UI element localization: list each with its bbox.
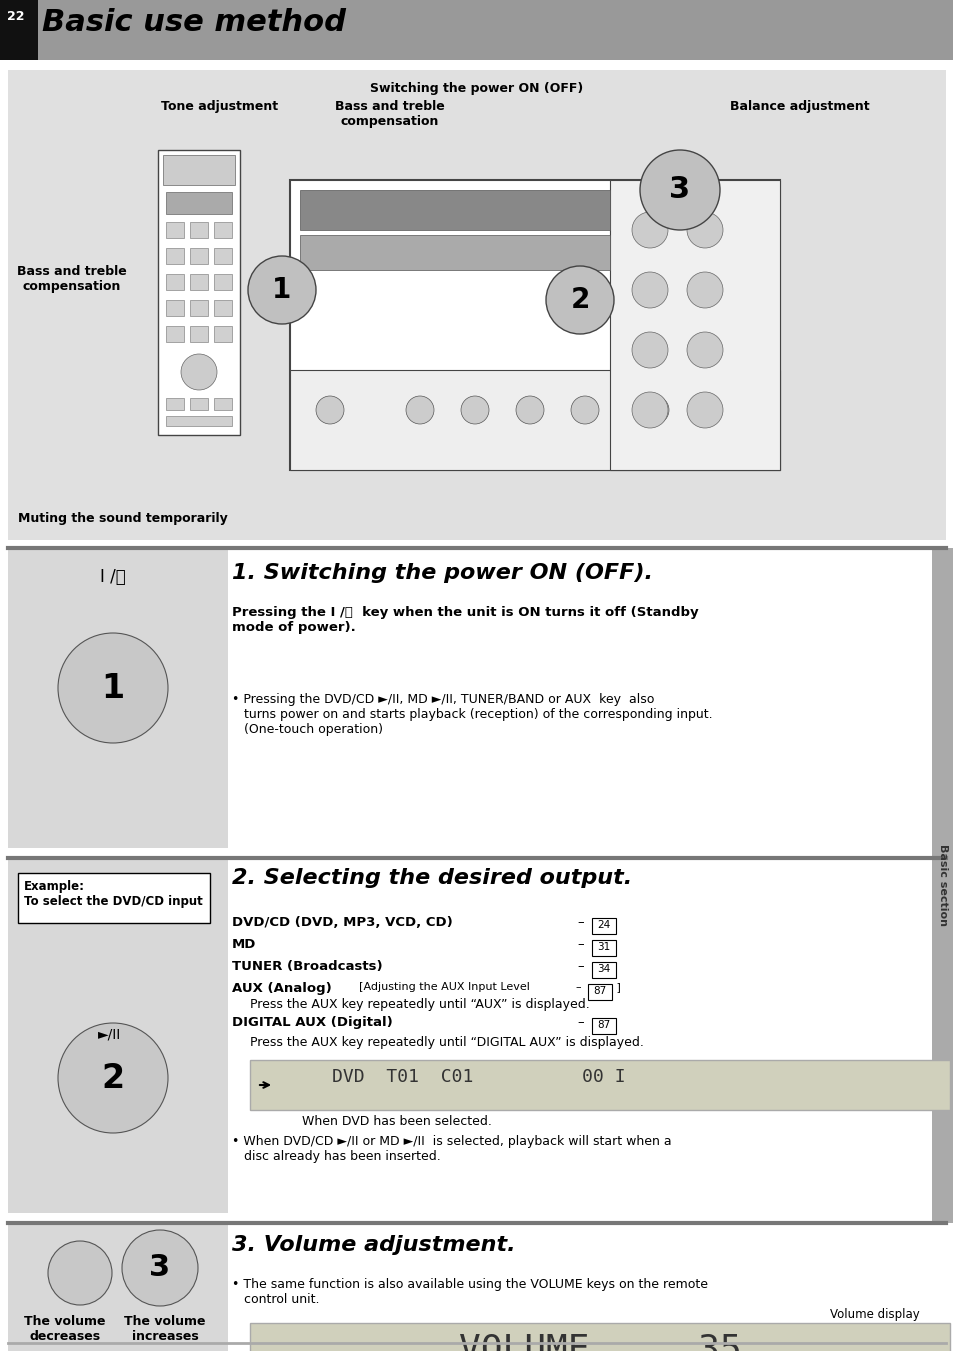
Text: MD: MD [232, 938, 256, 951]
Text: Press the AUX key repeatedly until “AUX” is displayed.: Press the AUX key repeatedly until “AUX”… [250, 998, 589, 1011]
Text: 2: 2 [570, 286, 589, 313]
Text: Switching the power ON (OFF): Switching the power ON (OFF) [370, 82, 583, 95]
Circle shape [58, 1023, 168, 1133]
FancyBboxPatch shape [290, 180, 780, 470]
FancyBboxPatch shape [8, 549, 228, 848]
FancyBboxPatch shape [592, 940, 616, 957]
Text: • When DVD/CD ►/II or MD ►/II  is selected, playback will start when a
   disc a: • When DVD/CD ►/II or MD ►/II is selecte… [232, 1135, 671, 1163]
Text: 1. Switching the power ON (OFF).: 1. Switching the power ON (OFF). [232, 563, 652, 584]
Text: 22: 22 [7, 9, 25, 23]
FancyBboxPatch shape [931, 549, 953, 1223]
Text: The volume
increases: The volume increases [124, 1315, 206, 1343]
FancyBboxPatch shape [166, 300, 184, 316]
Text: • Pressing the DVD/CD ►/II, MD ►/II, TUNER/BAND or AUX  key  also
   turns power: • Pressing the DVD/CD ►/II, MD ►/II, TUN… [232, 693, 712, 736]
Text: ►/II: ►/II [98, 1028, 121, 1042]
Circle shape [640, 396, 668, 424]
Text: 34: 34 [597, 965, 610, 974]
Text: Press the AUX key repeatedly until “DIGITAL AUX” is displayed.: Press the AUX key repeatedly until “DIGI… [250, 1036, 643, 1048]
FancyBboxPatch shape [166, 274, 184, 290]
Text: DVD  T01  C01          00 I: DVD T01 C01 00 I [332, 1069, 625, 1086]
Circle shape [686, 272, 722, 308]
Text: 2. Selecting the desired output.: 2. Selecting the desired output. [232, 867, 632, 888]
FancyBboxPatch shape [290, 370, 780, 470]
FancyBboxPatch shape [592, 962, 616, 978]
Text: Volume display: Volume display [829, 1308, 919, 1321]
FancyBboxPatch shape [213, 249, 232, 263]
Text: –: – [575, 982, 580, 992]
Text: –: – [577, 938, 583, 951]
FancyBboxPatch shape [166, 192, 232, 213]
Circle shape [631, 392, 667, 428]
FancyBboxPatch shape [213, 274, 232, 290]
FancyBboxPatch shape [250, 1061, 949, 1111]
FancyBboxPatch shape [8, 858, 228, 1213]
Circle shape [181, 354, 216, 390]
Text: TUNER (Broadcasts): TUNER (Broadcasts) [232, 961, 382, 973]
Text: 31: 31 [597, 942, 610, 952]
FancyBboxPatch shape [609, 180, 780, 470]
FancyBboxPatch shape [592, 917, 616, 934]
Circle shape [631, 272, 667, 308]
FancyBboxPatch shape [0, 0, 38, 59]
Text: DIGITAL AUX (Digital): DIGITAL AUX (Digital) [232, 1016, 393, 1029]
FancyBboxPatch shape [213, 222, 232, 238]
Text: Muting the sound temporarily: Muting the sound temporarily [18, 512, 228, 526]
Circle shape [631, 332, 667, 367]
FancyBboxPatch shape [213, 399, 232, 409]
FancyBboxPatch shape [190, 300, 208, 316]
FancyBboxPatch shape [166, 222, 184, 238]
FancyBboxPatch shape [166, 326, 184, 342]
FancyBboxPatch shape [8, 1223, 228, 1351]
Text: 87: 87 [597, 1020, 610, 1029]
Text: Bass and treble
compensation: Bass and treble compensation [335, 100, 444, 128]
Text: –: – [577, 961, 583, 973]
Text: Bass and treble
compensation: Bass and treble compensation [17, 265, 127, 293]
Text: –: – [577, 916, 583, 929]
Circle shape [460, 396, 489, 424]
Circle shape [516, 396, 543, 424]
Circle shape [686, 392, 722, 428]
Text: AUX (Analog): AUX (Analog) [232, 982, 332, 994]
Text: 1: 1 [101, 671, 125, 704]
Text: VOLUME     35: VOLUME 35 [458, 1333, 740, 1351]
Text: 87: 87 [593, 986, 606, 996]
Circle shape [248, 255, 315, 324]
Text: Example:
To select the DVD/CD input: Example: To select the DVD/CD input [24, 880, 203, 908]
Text: 3. Volume adjustment.: 3. Volume adjustment. [232, 1235, 515, 1255]
FancyBboxPatch shape [213, 326, 232, 342]
FancyBboxPatch shape [250, 1323, 949, 1351]
Text: 2: 2 [101, 1062, 125, 1094]
Circle shape [686, 332, 722, 367]
FancyBboxPatch shape [587, 984, 612, 1000]
Circle shape [58, 634, 168, 743]
FancyBboxPatch shape [166, 249, 184, 263]
Text: ]: ] [613, 982, 620, 992]
Circle shape [545, 266, 614, 334]
Text: DVD/CD (DVD, MP3, VCD, CD): DVD/CD (DVD, MP3, VCD, CD) [232, 916, 453, 929]
Text: 3: 3 [669, 176, 690, 204]
Circle shape [315, 396, 344, 424]
FancyBboxPatch shape [299, 190, 609, 230]
Text: When DVD has been selected.: When DVD has been selected. [302, 1115, 492, 1128]
Text: Tone adjustment: Tone adjustment [161, 100, 278, 113]
Text: I /⏽: I /⏽ [100, 567, 126, 586]
FancyBboxPatch shape [190, 222, 208, 238]
Circle shape [686, 212, 722, 249]
FancyBboxPatch shape [190, 274, 208, 290]
Text: Basic section: Basic section [937, 844, 947, 927]
Text: Balance adjustment: Balance adjustment [729, 100, 869, 113]
Text: 24: 24 [597, 920, 610, 929]
FancyBboxPatch shape [190, 249, 208, 263]
Text: [Adjusting the AUX Input Level: [Adjusting the AUX Input Level [352, 982, 529, 992]
Circle shape [631, 212, 667, 249]
Circle shape [48, 1242, 112, 1305]
FancyBboxPatch shape [0, 0, 953, 59]
FancyBboxPatch shape [299, 235, 609, 270]
Text: 1: 1 [273, 276, 292, 304]
FancyBboxPatch shape [163, 155, 234, 185]
Text: Pressing the I /⏽  key when the unit is ON turns it off (Standby
mode of power).: Pressing the I /⏽ key when the unit is O… [232, 607, 698, 634]
Text: The volume
decreases: The volume decreases [24, 1315, 106, 1343]
FancyBboxPatch shape [18, 873, 210, 923]
Circle shape [122, 1229, 198, 1306]
